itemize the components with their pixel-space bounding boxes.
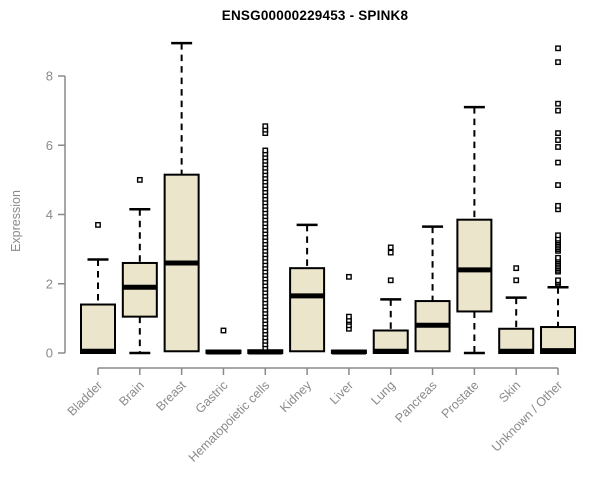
outlier-point <box>555 107 561 114</box>
outlier-point <box>555 254 561 261</box>
x-category-label-liver: Liver <box>327 378 356 407</box>
outlier-point <box>555 130 561 137</box>
outlier-point <box>555 159 561 166</box>
outlier-point <box>513 277 520 284</box>
chart-title: ENSG00000229453 - SPINK8 <box>221 8 409 23</box>
outlier-point <box>555 277 561 284</box>
y-tick-label: 6 <box>46 138 53 153</box>
box-hematopoietic-cells <box>247 123 284 355</box>
box-lung <box>372 244 409 354</box>
x-category-label-pancreas: Pancreas <box>392 378 439 425</box>
outlier-point <box>555 100 561 107</box>
x-category-label-kidney: Kidney <box>277 378 314 415</box>
x-category-label-bladder: Bladder <box>65 378 105 418</box>
iqr-box <box>289 267 326 353</box>
x-category-label-lung: Lung <box>368 378 398 408</box>
box-kidney <box>289 223 326 353</box>
outlier-point <box>346 273 352 280</box>
x-category-label-gastric: Gastric <box>193 378 231 416</box>
outlier-point <box>387 244 394 251</box>
box-gastric <box>205 327 242 355</box>
outlier-point <box>220 327 227 334</box>
y-tick-label: 4 <box>46 207 53 222</box>
x-category-label-breast: Breast <box>153 378 189 414</box>
x-category-label-hematopoietic-cells: Hematopoietic cells <box>186 378 273 465</box>
iqr-box <box>456 218 493 313</box>
outlier-point <box>387 277 394 284</box>
box-unknown-other <box>540 45 577 354</box>
outlier-point <box>136 176 143 183</box>
iqr-box <box>121 261 158 318</box>
outlier-point <box>555 202 561 209</box>
outlier-point <box>346 313 352 320</box>
outlier-point <box>95 221 101 228</box>
outlier-point <box>555 137 561 143</box>
box-bladder <box>80 221 116 354</box>
y-tick-label: 2 <box>46 276 53 291</box>
outlier-point <box>262 147 269 154</box>
outlier-point <box>555 45 561 52</box>
x-category-label-unknown-other: Unknown / Other <box>489 378 565 454</box>
box-breast <box>163 41 200 353</box>
outlier-point <box>513 265 520 272</box>
outlier-point <box>555 59 561 66</box>
y-tick-label: 0 <box>46 346 53 361</box>
iqr-box <box>80 303 116 354</box>
x-category-label-brain: Brain <box>116 378 147 409</box>
outlier-point <box>555 144 561 150</box>
outlier-point <box>262 123 269 130</box>
box-skin <box>498 265 535 355</box>
box-brain <box>121 176 158 355</box>
outlier-point <box>555 232 561 239</box>
y-tick-label: 8 <box>46 69 53 84</box>
outlier-point <box>555 182 561 188</box>
x-category-label-skin: Skin <box>496 378 523 405</box>
box-prostate <box>456 105 493 355</box>
box-liver <box>330 273 367 355</box>
box-pancreas <box>414 225 451 353</box>
x-category-label-prostate: Prostate <box>439 378 482 421</box>
outlier-point <box>387 249 394 256</box>
